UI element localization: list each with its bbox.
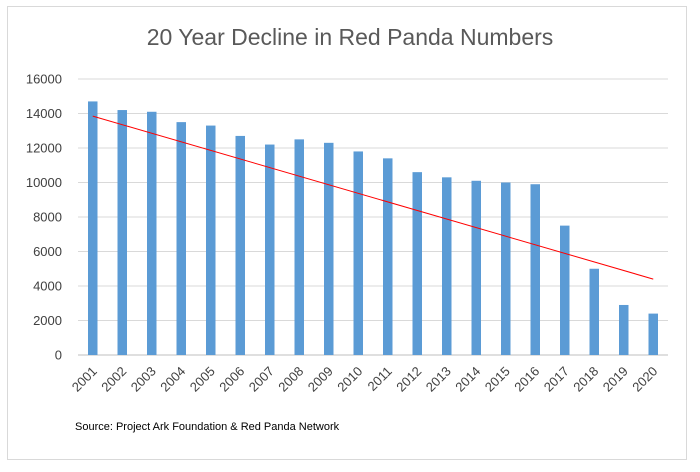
bar-2008 (294, 139, 304, 355)
x-tick-label: 2009 (305, 364, 336, 395)
bar-2007 (265, 144, 275, 355)
bar-2016 (530, 184, 540, 355)
x-tick-label: 2017 (541, 364, 572, 395)
trendline-group (92, 115, 654, 280)
y-tick-label: 16000 (26, 72, 62, 87)
bar-2014 (471, 180, 481, 355)
x-tick-label: 2015 (482, 364, 513, 395)
y-tick-label: 10000 (26, 175, 62, 190)
bar-2019 (619, 304, 629, 355)
source-note: Source: Project Ark Foundation & Red Pan… (75, 421, 340, 433)
x-tick-label: 2005 (187, 364, 218, 395)
bar-2002 (117, 110, 127, 355)
x-tick-label: 2003 (128, 364, 159, 395)
y-tick-label: 2000 (33, 313, 62, 328)
y-tick-label: 12000 (26, 141, 62, 156)
x-tick-label: 2006 (216, 364, 247, 395)
x-tick-label: 2018 (570, 364, 601, 395)
bar-2003 (147, 111, 157, 356)
bar-2005 (206, 125, 216, 355)
bar-2013 (442, 177, 452, 355)
x-tick-label: 2008 (275, 364, 306, 395)
y-tick-label: 6000 (33, 244, 62, 259)
x-tick-label: 2007 (246, 364, 277, 395)
trendline (92, 115, 654, 280)
y-tick-label: 8000 (33, 210, 62, 225)
x-tick-label: 2013 (423, 364, 454, 395)
y-axis-labels: 0 2000 4000 6000 8000 10000 12000 14000 16000 (26, 72, 62, 363)
x-tick-label: 2019 (600, 364, 631, 395)
bar-2018 (589, 268, 599, 355)
bar-2004 (176, 122, 186, 355)
x-tick-label: 2016 (511, 364, 542, 395)
x-tick-label: 2014 (452, 364, 483, 395)
x-tick-label: 2004 (157, 364, 188, 395)
x-tick-label: 2002 (98, 364, 129, 395)
bar-2001 (88, 101, 98, 355)
y-tick-label: 0 (55, 348, 62, 363)
x-tick-label: 2001 (69, 364, 100, 395)
bar-2006 (235, 135, 245, 355)
bar-2020 (648, 313, 658, 355)
x-tick-label: 2010 (334, 364, 365, 395)
x-tick-label: 2020 (629, 364, 660, 395)
grid-lines (78, 78, 668, 356)
bar-2015 (501, 182, 511, 355)
y-tick-label: 4000 (33, 279, 62, 294)
y-tick-label: 14000 (26, 106, 62, 121)
x-tick-label: 2012 (393, 364, 424, 395)
bar-2009 (324, 142, 334, 355)
bars (88, 101, 658, 356)
chart-title: 20 Year Decline in Red Panda Numbers (146, 24, 554, 50)
bar-2010 (353, 151, 363, 355)
bar-2012 (412, 172, 422, 355)
bar-2017 (560, 225, 570, 355)
x-tick-label: 2011 (364, 364, 394, 394)
x-axis-labels: 2001200220032004200520062007200820092010… (69, 364, 661, 395)
bar-2011 (383, 158, 393, 355)
